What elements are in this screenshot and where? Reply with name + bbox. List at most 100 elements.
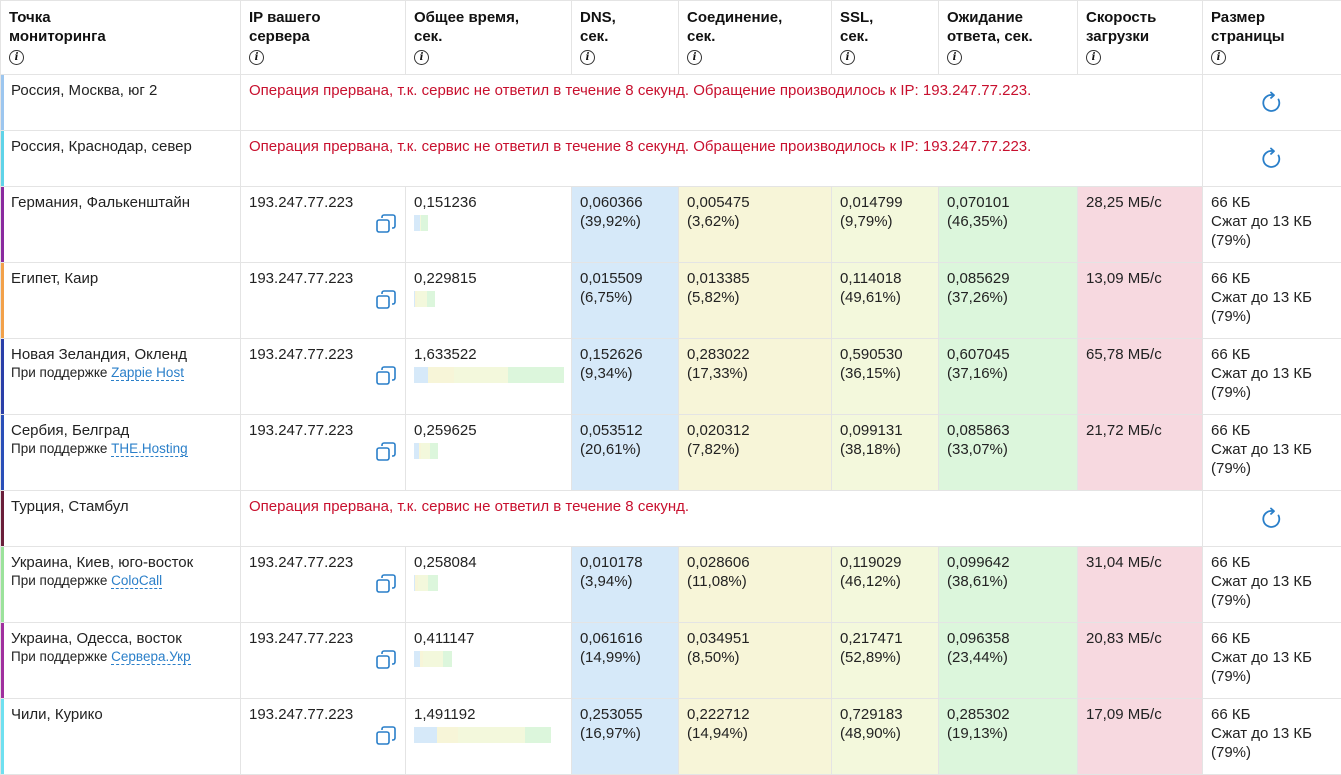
ssl-cell: 0,590530(36,15%) [832, 339, 939, 415]
info-icon[interactable]: i [840, 50, 855, 65]
region-accent-bar [1, 187, 4, 262]
header-dns: DNS,сек.i [572, 1, 679, 75]
refresh-icon[interactable] [1260, 147, 1284, 171]
info-icon[interactable]: i [1211, 50, 1226, 65]
dns-cell: 0,015509(6,75%) [572, 263, 679, 339]
speed-cell: 65,78 МБ/с [1078, 339, 1203, 415]
info-icon[interactable]: i [414, 50, 429, 65]
copy-icon[interactable] [375, 573, 397, 595]
ssl-cell: 0,114018(49,61%) [832, 263, 939, 339]
sponsor-link[interactable]: Сервера.Укр [111, 649, 190, 665]
region-accent-bar [1, 415, 4, 490]
ip-address: 193.247.77.223 [249, 269, 397, 288]
region-accent-bar [1, 75, 4, 130]
copy-icon[interactable] [375, 649, 397, 671]
location-name: Украина, Киев, юго-восток [11, 553, 232, 572]
ip-address: 193.247.77.223 [249, 705, 397, 724]
total-time: 0,259625 [414, 421, 563, 440]
error-message: Операция прервана, т.к. сервис не ответи… [249, 82, 1031, 99]
region-accent-bar [1, 547, 4, 622]
timing-bar [414, 367, 564, 383]
dns-cell: 0,061616(14,99%) [572, 623, 679, 699]
total-time-cell: 1,491192 [406, 699, 572, 775]
timing-bar-segment [423, 651, 443, 667]
timing-bar [414, 215, 428, 231]
copy-icon[interactable] [375, 441, 397, 463]
error-cell: Операция прервана, т.к. сервис не ответи… [241, 131, 1203, 187]
sponsor-line: При поддержке Сервера.Укр [11, 648, 232, 666]
timing-bar-segment [417, 291, 427, 307]
speed-cell: 21,72 МБ/с [1078, 415, 1203, 491]
speed-cell: 17,09 МБ/с [1078, 699, 1203, 775]
timing-bar-segment [428, 367, 454, 383]
location-name: Чили, Курико [11, 705, 232, 724]
connect-cell: 0,283022(17,33%) [679, 339, 832, 415]
connect-cell: 0,020312(7,82%) [679, 415, 832, 491]
error-cell: Операция прервана, т.к. сервис не ответи… [241, 75, 1203, 131]
speed-cell: 28,25 МБ/с [1078, 187, 1203, 263]
error-message: Операция прервана, т.к. сервис не ответи… [249, 138, 1031, 155]
wait-cell: 0,085629(37,26%) [939, 263, 1078, 339]
ip-address: 193.247.77.223 [249, 553, 397, 572]
speed-cell: 20,83 МБ/с [1078, 623, 1203, 699]
sponsor-link[interactable]: THE.Hosting [111, 441, 188, 457]
ip-cell: 193.247.77.223 [241, 187, 406, 263]
refresh-icon[interactable] [1260, 91, 1284, 115]
copy-icon[interactable] [375, 725, 397, 747]
sponsor-link[interactable]: Zappie Host [111, 365, 184, 381]
timing-bar-segment [430, 443, 438, 459]
timing-bar-segment [427, 291, 435, 307]
timing-bar [414, 727, 551, 743]
total-time-cell: 1,633522 [406, 339, 572, 415]
location-name: Турция, Стамбул [11, 497, 232, 516]
info-icon[interactable]: i [249, 50, 264, 65]
region-accent-bar [1, 623, 4, 698]
timing-bar-segment [428, 575, 437, 591]
total-time-cell: 0,411147 [406, 623, 572, 699]
sponsor-link[interactable]: ColoCall [111, 573, 162, 589]
total-time-cell: 0,258084 [406, 547, 572, 623]
total-time: 0,151236 [414, 193, 563, 212]
info-icon[interactable]: i [580, 50, 595, 65]
timing-bar-segment [458, 727, 525, 743]
refresh-icon[interactable] [1260, 507, 1284, 531]
timing-bar-segment [437, 727, 457, 743]
timing-bar-segment [508, 367, 564, 383]
speed-cell: 31,04 МБ/с [1078, 547, 1203, 623]
region-accent-bar [1, 131, 4, 186]
timing-bar-segment [418, 575, 429, 591]
ip-cell: 193.247.77.223 [241, 623, 406, 699]
info-icon[interactable]: i [9, 50, 24, 65]
connect-cell: 0,005475(3,62%) [679, 187, 832, 263]
copy-icon[interactable] [375, 365, 397, 387]
sponsor-line: При поддержке THE.Hosting [11, 440, 232, 458]
ssl-cell: 0,217471(52,89%) [832, 623, 939, 699]
connect-cell: 0,013385(5,82%) [679, 263, 832, 339]
total-time: 1,633522 [414, 345, 563, 364]
connect-cell: 0,028606(11,08%) [679, 547, 832, 623]
timing-bar-segment [421, 443, 430, 459]
timing-bar-segment [421, 215, 427, 231]
copy-icon[interactable] [375, 289, 397, 311]
copy-icon[interactable] [375, 213, 397, 235]
info-icon[interactable]: i [687, 50, 702, 65]
ip-cell: 193.247.77.223 [241, 547, 406, 623]
ip-cell: 193.247.77.223 [241, 415, 406, 491]
info-icon[interactable]: i [947, 50, 962, 65]
ip-address: 193.247.77.223 [249, 629, 397, 648]
dns-cell: 0,010178(3,94%) [572, 547, 679, 623]
region-accent-bar [1, 699, 4, 774]
info-icon[interactable]: i [1086, 50, 1101, 65]
